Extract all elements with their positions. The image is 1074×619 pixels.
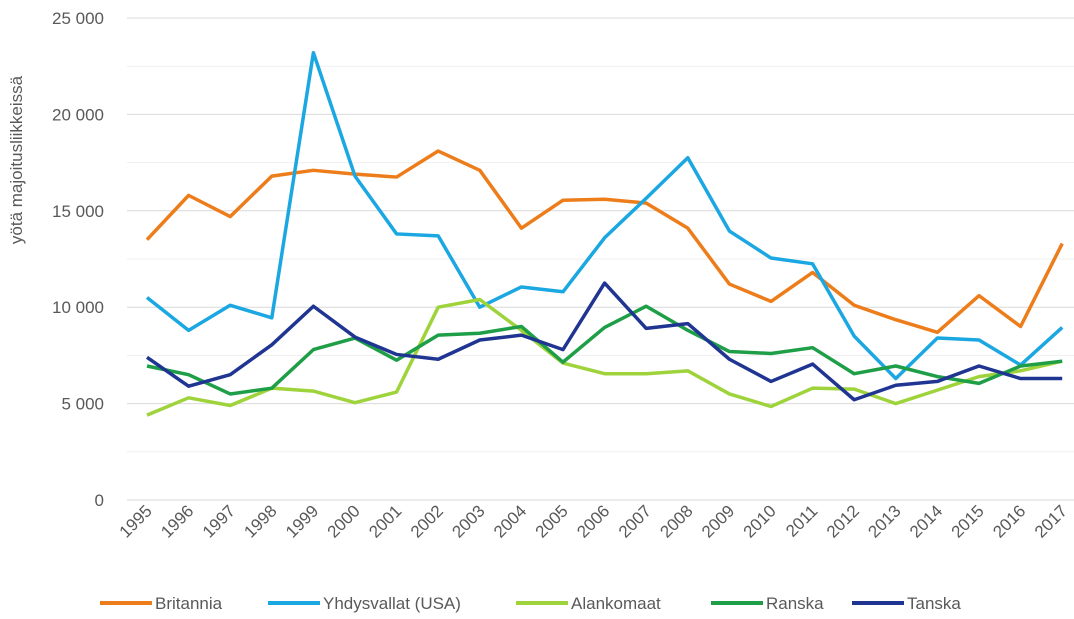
y-tick-label: 15 000 <box>52 202 104 221</box>
y-tick-label: 5 000 <box>61 395 104 414</box>
series-line <box>145 50 1064 381</box>
x-tick-label: 2006 <box>573 501 613 541</box>
x-tick-label: 2015 <box>948 501 988 541</box>
x-tick-label: 1999 <box>282 501 322 541</box>
series-line <box>146 297 1063 417</box>
x-tick-label: 2003 <box>448 501 488 541</box>
y-axis-title: yötä majoitusliikkeissä <box>7 75 26 244</box>
x-tick-label: 2016 <box>989 501 1029 541</box>
legend-label: Ranska <box>766 594 824 613</box>
series-line <box>146 281 1063 402</box>
x-tick-label: 2001 <box>365 501 405 541</box>
y-tick-label: 20 000 <box>52 105 104 124</box>
x-tick-label: 1996 <box>157 501 197 541</box>
x-tick-label: 1995 <box>116 501 156 541</box>
x-tick-label: 1998 <box>240 501 280 541</box>
x-tick-label: 2011 <box>782 501 821 540</box>
series-line <box>146 304 1063 396</box>
x-tick-label: 2012 <box>823 501 863 541</box>
x-tick-label: 2017 <box>1031 501 1071 541</box>
y-tick-label: 0 <box>95 491 104 510</box>
y-tick-label: 25 000 <box>52 9 104 28</box>
x-tick-label: 2002 <box>407 501 447 541</box>
x-tick-label: 2004 <box>490 501 530 541</box>
x-tick-label: 2013 <box>864 501 904 541</box>
legend-label: Yhdysvallat (USA) <box>323 594 461 613</box>
x-tick-label: 2007 <box>615 501 655 541</box>
x-tick-label: 2009 <box>698 501 738 541</box>
x-tick-label: 2014 <box>906 501 946 541</box>
x-tick-label: 2008 <box>656 501 696 541</box>
x-tick-label: 2005 <box>532 501 572 541</box>
legend-label: Alankomaat <box>571 594 661 613</box>
x-tick-label: 2000 <box>324 501 364 541</box>
x-tick-label: 2010 <box>740 501 780 541</box>
legend-label: Britannia <box>155 594 223 613</box>
series-line <box>145 149 1064 335</box>
y-tick-label: 10 000 <box>52 298 104 317</box>
x-tick-label: 1997 <box>199 501 239 541</box>
legend-label: Tanska <box>907 594 961 613</box>
